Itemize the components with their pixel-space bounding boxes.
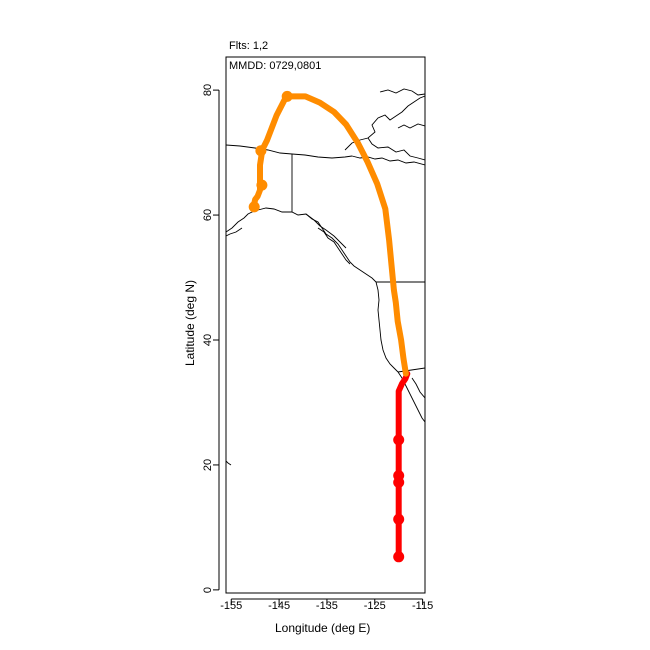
flight-2-track [249,93,409,377]
flight-2-marker-4 [248,201,260,213]
flight-2-marker-1 [281,90,293,102]
arctic-island-coast-3 [379,88,425,96]
dates-label: MMDD: 0729,0801 [229,60,322,72]
y-tick-label: 60 [202,208,214,222]
arctic-island-coast [344,95,425,151]
x-tick-label: -125 [363,600,386,612]
plot-frame [225,56,426,594]
flight-2-marker-3 [256,179,268,191]
y-tick-label: 20 [202,458,214,472]
x-tick-label: -135 [315,600,338,612]
x-tick-label: -155 [220,600,243,612]
arctic-coastline [226,144,353,159]
x-axis-label: Longitude (deg E) [275,621,371,635]
x-tick-label: -145 [268,600,291,612]
arctic-island-coast-2 [367,137,425,161]
gulf-of-california [411,377,425,399]
flight-1-marker-1 [393,434,405,446]
y-tick-label: 80 [202,83,214,97]
flight-1-marker-5 [393,551,405,563]
y-axis-label: Latitude (deg N) [183,279,197,367]
panhandle-islands [317,227,351,265]
x-tick-label: -115 [411,600,434,612]
y-tick-label: 0 [202,586,214,593]
island-coast [226,460,232,466]
flight-1-marker-3 [393,476,405,488]
flight-1-track [395,370,411,560]
flight-2-marker-2 [255,145,267,157]
flight-1-marker-4 [393,513,405,525]
alaska-peninsula [226,227,243,237]
us-west-coast [375,281,399,373]
flights-label: Flts: 1,2 [229,40,269,52]
arctic-island-coast-4 [397,123,425,129]
y-tick-label: 40 [202,333,214,347]
axes [213,89,424,605]
panhandle-border [305,213,347,249]
flight-tracks [248,90,411,563]
alaska-south-coast [226,207,377,283]
